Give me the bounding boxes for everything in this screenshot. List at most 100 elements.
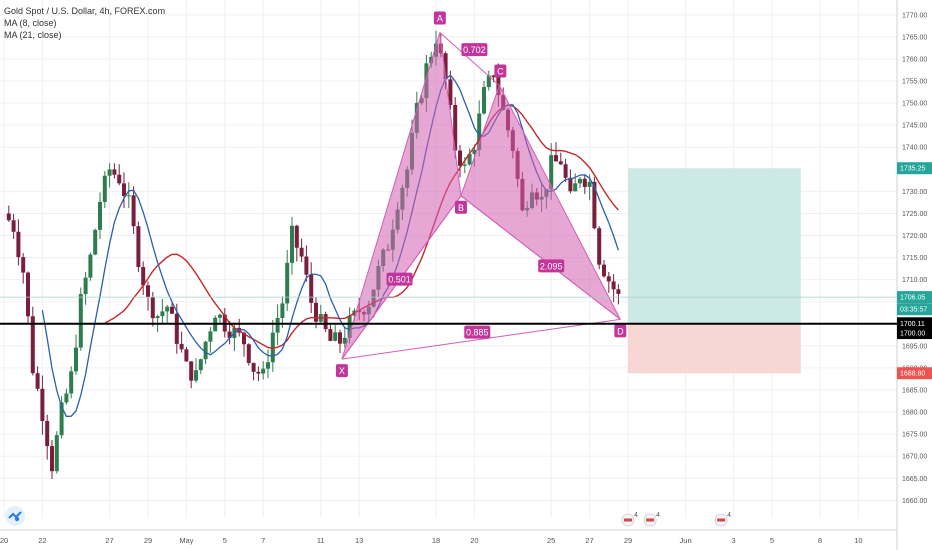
pattern-ratio-label: 2.095 <box>540 261 563 271</box>
pattern-point-badge[interactable] <box>614 324 627 338</box>
time-tick: 10 <box>854 536 862 545</box>
flag-stripe <box>624 518 632 522</box>
event-count: 4 <box>634 512 638 519</box>
time-tick: 29 <box>144 536 152 545</box>
candle-body <box>88 254 93 278</box>
candle-body <box>6 213 11 221</box>
candle-body <box>458 150 462 166</box>
candle-body <box>93 229 98 255</box>
time-tick: 11 <box>317 536 325 545</box>
price-tick: 1685.00 <box>902 388 927 395</box>
price-label-badge[interactable] <box>897 327 932 340</box>
position-zones[interactable] <box>628 168 801 374</box>
price-tick: 1760.00 <box>902 56 927 63</box>
time-tick: Jun <box>680 536 692 545</box>
candle-body <box>491 75 496 78</box>
event-count: 4 <box>727 512 731 519</box>
pattern-point-label: D <box>617 326 624 336</box>
candle-body <box>578 178 582 184</box>
candle-body <box>59 402 64 436</box>
candle-body <box>146 285 150 298</box>
candle-body <box>304 256 309 275</box>
candle-body <box>208 331 213 342</box>
time-tick: 13 <box>355 536 363 545</box>
pattern-point-badge[interactable] <box>494 64 507 78</box>
take-profit-zone[interactable] <box>628 168 801 324</box>
price-tick: 1725.00 <box>902 211 927 218</box>
price-label-text: 1735.25 <box>900 166 925 173</box>
candle-body <box>155 316 160 319</box>
candle-body <box>309 274 314 303</box>
candle-body <box>549 155 554 190</box>
candle-body <box>448 79 453 105</box>
candle-body <box>338 332 342 344</box>
candle-body <box>165 306 170 312</box>
price-tick: 1695.00 <box>902 343 927 350</box>
pattern-point-badge[interactable] <box>454 200 467 214</box>
price-label-badge[interactable] <box>897 291 932 304</box>
time-tick: 3 <box>732 536 736 545</box>
pattern-ratio-badge[interactable] <box>461 43 488 57</box>
pattern-triangle-bcd[interactable] <box>460 84 621 320</box>
time-tick: May <box>179 536 193 545</box>
pattern-point-badge[interactable] <box>335 364 348 378</box>
event-count: 4 <box>656 512 660 519</box>
candle-body <box>179 343 184 350</box>
candle-body <box>342 337 347 344</box>
candle-body <box>496 77 501 96</box>
candle-body <box>554 155 558 162</box>
candle-body <box>573 183 578 192</box>
pattern-ratio-badge[interactable] <box>538 259 565 273</box>
ma-fast-label: MA (8, close) <box>4 18 57 28</box>
candle-body <box>83 277 88 295</box>
candle-body <box>112 169 117 175</box>
price-axis[interactable]: 1660.00 1665.00 1670.00 1675.00 1680.00 1685.… <box>897 12 932 505</box>
pattern-ratio-badge[interactable] <box>464 325 491 339</box>
harmonic-pattern[interactable]: X A B C D 0.702 0.501 2.095 0.885 <box>335 11 627 378</box>
price-label-badge[interactable] <box>897 303 932 316</box>
candle-body <box>275 317 280 333</box>
tradingview-logo-icon[interactable] <box>5 506 25 526</box>
price-tick: 1670.00 <box>902 454 927 461</box>
candle-body <box>242 332 246 345</box>
pattern-ratio-badge[interactable] <box>386 272 413 286</box>
candle-body <box>136 226 141 268</box>
candle-body <box>21 257 26 273</box>
candle-body <box>11 220 16 232</box>
candle-body <box>443 53 448 80</box>
candle-body <box>294 225 299 248</box>
symbol-title: Gold Spot / U.S. Dollar, 4h, FOREX.com <box>4 6 166 16</box>
price-tick: 1715.00 <box>902 255 927 262</box>
candle-body <box>117 174 122 184</box>
price-tick: 1665.00 <box>902 476 927 483</box>
price-tick: 1770.00 <box>902 12 927 19</box>
candle-body <box>467 153 472 165</box>
candle-body <box>486 75 491 88</box>
price-tick: 1745.00 <box>902 123 927 130</box>
candle-body <box>30 316 35 374</box>
candle-body <box>314 302 318 322</box>
time-tick: 22 <box>38 536 46 545</box>
price-label-badge[interactable] <box>897 162 932 175</box>
time-axis[interactable]: 20 22 27 29 May 5 7 11 13 18 20 25 27 29 Jun 3 5 8 10 <box>0 536 863 545</box>
pattern-ratio-label: 0.885 <box>466 328 489 338</box>
candle-body <box>35 373 40 389</box>
price-label-badge[interactable] <box>897 367 932 380</box>
candle-body <box>285 262 290 304</box>
candle-body <box>26 272 30 317</box>
pattern-point-badge[interactable] <box>433 11 446 25</box>
time-tick: 5 <box>770 536 774 545</box>
candle-body <box>453 104 458 151</box>
price-label-badge[interactable] <box>897 317 932 330</box>
candle-body <box>198 359 203 371</box>
event-markers[interactable]: 4 4 4 <box>621 512 731 527</box>
time-tick: 27 <box>585 536 593 545</box>
stop-loss-zone[interactable] <box>628 323 801 374</box>
time-tick: 18 <box>432 536 440 545</box>
candle-body <box>256 371 261 374</box>
price-tick: 1755.00 <box>902 79 927 86</box>
candle-body <box>126 195 131 197</box>
candle-body <box>270 332 275 363</box>
candle-body <box>184 349 189 362</box>
